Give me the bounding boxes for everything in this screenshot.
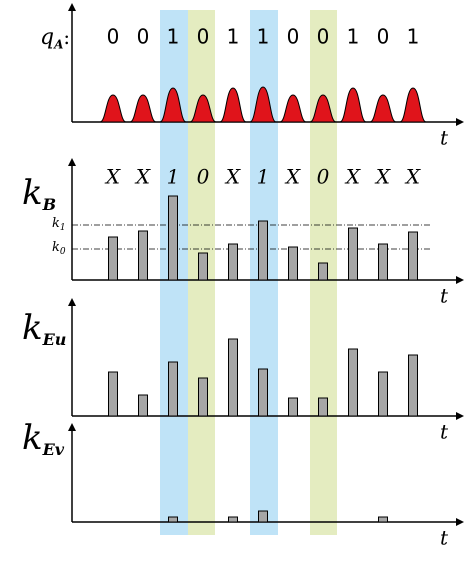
pulse xyxy=(339,87,367,123)
bar xyxy=(378,371,388,417)
bar xyxy=(378,516,388,523)
symbol: 0 xyxy=(317,165,330,189)
threshold-main: k xyxy=(52,240,60,255)
bar xyxy=(378,243,388,281)
bar xyxy=(408,231,418,281)
bar xyxy=(228,338,238,417)
pulse xyxy=(249,86,277,123)
symbol: 1 xyxy=(227,25,240,49)
symbol: X xyxy=(344,165,361,189)
bar xyxy=(138,230,148,281)
label-main: k xyxy=(22,308,43,348)
pulse xyxy=(99,94,127,123)
bar xyxy=(288,397,298,417)
symbol: 0 xyxy=(137,25,150,49)
panel-label: qA: xyxy=(40,25,70,51)
label-sub: B xyxy=(42,195,57,214)
symbol: 1 xyxy=(167,165,180,189)
panel-label: kEv xyxy=(22,418,65,459)
pulse xyxy=(369,94,397,123)
symbol: X xyxy=(404,165,421,189)
symbol: 0 xyxy=(377,25,390,49)
symbol: 1 xyxy=(407,25,420,49)
bar xyxy=(348,348,358,417)
threshold-label: k0 xyxy=(52,240,66,257)
pulse xyxy=(399,87,427,123)
pulse xyxy=(129,94,157,123)
symbol: 1 xyxy=(347,25,360,49)
axis-label: t xyxy=(440,126,449,150)
pulse xyxy=(279,94,307,123)
pulse xyxy=(159,87,187,123)
axis-label: t xyxy=(440,284,449,308)
bar xyxy=(288,246,298,281)
bar xyxy=(228,516,238,523)
bar xyxy=(258,510,268,523)
threshold-sub: 1 xyxy=(60,223,66,233)
label-sub: Ev xyxy=(42,440,65,459)
bar xyxy=(168,361,178,417)
label-main: k xyxy=(22,173,43,213)
symbol: 0 xyxy=(287,25,300,49)
highlights xyxy=(160,10,337,535)
panel-label: kB xyxy=(22,173,56,214)
pulse xyxy=(189,94,217,123)
symbol: 1 xyxy=(257,25,270,49)
symbol: 1 xyxy=(257,165,270,189)
label-sub: A xyxy=(53,37,63,51)
symbol: 1 xyxy=(167,25,180,49)
label-sub: Eu xyxy=(42,330,67,349)
symbol: 0 xyxy=(107,25,120,49)
bar xyxy=(168,516,178,523)
bar xyxy=(348,227,358,281)
threshold-sub: 0 xyxy=(60,247,66,257)
threshold-main: k xyxy=(52,216,60,231)
bar xyxy=(258,368,268,417)
label-main: k xyxy=(22,418,43,458)
symbol: X xyxy=(374,165,391,189)
bar xyxy=(408,354,418,417)
bar xyxy=(108,371,118,417)
bar xyxy=(168,195,178,281)
bar xyxy=(198,252,208,281)
symbol: X xyxy=(284,165,301,189)
axis-label: t xyxy=(440,526,449,550)
bar xyxy=(228,243,238,281)
bar xyxy=(258,220,268,281)
panel-label: kEu xyxy=(22,308,66,349)
symbol: X xyxy=(104,165,121,189)
bar xyxy=(198,377,208,417)
symbol: 0 xyxy=(317,25,330,49)
pulse xyxy=(309,94,337,123)
symbol: X xyxy=(224,165,241,189)
threshold-label: k1 xyxy=(52,216,66,233)
label-suffix: : xyxy=(63,26,70,49)
bar xyxy=(138,394,148,417)
pulse xyxy=(219,87,247,123)
bar xyxy=(318,397,328,417)
label-main: q xyxy=(40,25,54,50)
symbol: X xyxy=(134,165,151,189)
symbol: 0 xyxy=(197,165,210,189)
axis-label: t xyxy=(440,420,449,444)
symbol: 0 xyxy=(197,25,210,49)
bar xyxy=(318,262,328,281)
bar xyxy=(108,236,118,281)
